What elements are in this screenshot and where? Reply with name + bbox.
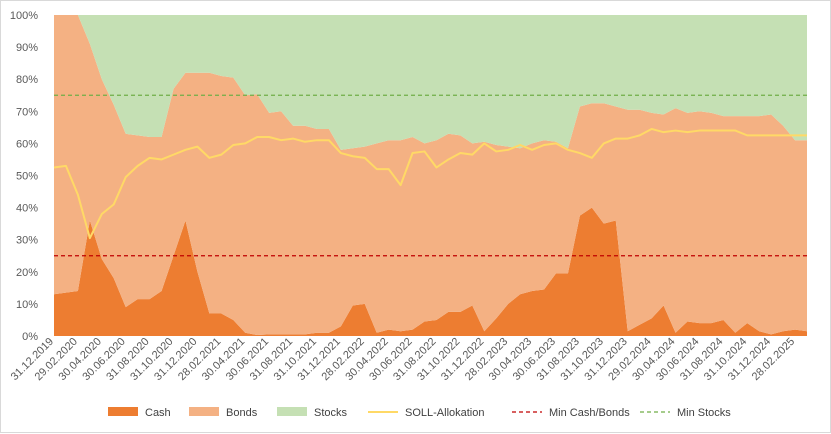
y-tick-label: 40% xyxy=(16,203,38,215)
line-soll-allokation xyxy=(53,127,807,240)
y-tick-label: 0% xyxy=(22,331,38,343)
y-tick-label: 50% xyxy=(16,171,38,183)
legend-swatch-cash xyxy=(108,407,138,416)
legend-label-min-stocks: Min Stocks xyxy=(677,407,731,419)
legend: Cash Bonds Stocks SOLL-Allokation Min Ca… xyxy=(108,407,731,419)
y-tick-label: 20% xyxy=(16,267,38,279)
area-stocks xyxy=(54,15,807,150)
y-tick-label: 90% xyxy=(16,42,38,54)
legend-label-min-cash-bonds: Min Cash/Bonds xyxy=(549,407,630,419)
y-tick-label: 60% xyxy=(16,138,38,150)
legend-label-soll: SOLL-Allokation xyxy=(405,407,485,419)
legend-swatch-stocks xyxy=(277,407,307,416)
y-tick-label: 100% xyxy=(10,10,38,22)
area-bonds xyxy=(54,15,807,336)
y-tick-label: 10% xyxy=(16,299,38,311)
y-tick-label: 30% xyxy=(16,235,38,247)
legend-swatch-bonds xyxy=(189,407,219,416)
area-cash xyxy=(54,207,807,336)
legend-label-stocks: Stocks xyxy=(314,407,348,419)
y-tick-label: 80% xyxy=(16,74,38,86)
y-tick-label: 70% xyxy=(16,106,38,118)
legend-label-bonds: Bonds xyxy=(226,407,258,419)
legend-label-cash: Cash xyxy=(145,407,171,419)
